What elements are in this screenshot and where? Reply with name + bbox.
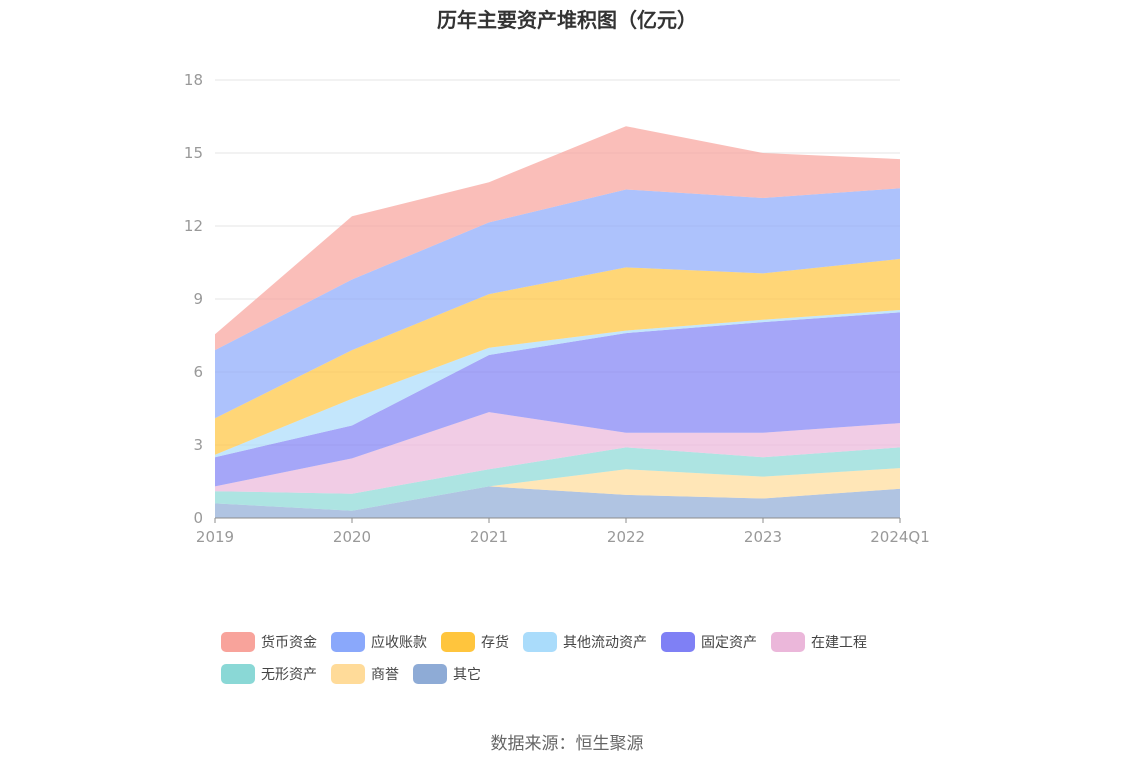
legend-label: 其它 [453, 667, 481, 683]
legend-swatch [413, 664, 447, 684]
area-其它 [215, 486, 900, 518]
area-存货 [215, 258, 900, 455]
legend-item[interactable]: 无形资产 [221, 664, 317, 684]
legend-label: 应收账款 [371, 635, 427, 651]
area-商誉 [215, 468, 900, 511]
area-固定资产 [215, 312, 900, 487]
legend: 货币资金 应收账款 存货 其他流动资产 固定资产 在建工程无形资产 商誉 其它 [221, 632, 941, 684]
x-tick-label: 2023 [744, 528, 782, 546]
legend-swatch [221, 664, 255, 684]
area-在建工程 [215, 412, 900, 494]
legend-label: 无形资产 [261, 667, 317, 683]
legend-item[interactable]: 应收账款 [331, 632, 427, 652]
legend-swatch [771, 632, 805, 652]
data-source: 数据来源：恒生聚源 [490, 734, 644, 754]
legend-item[interactable]: 固定资产 [661, 632, 757, 652]
legend-item[interactable]: 其它 [413, 664, 481, 684]
area-其他流动资产 [215, 310, 900, 458]
axes: 0 3 6 9 12 15 18 2019 2020 2021 2022 2023 2024Q1 [184, 71, 930, 546]
x-tick-label: 2021 [470, 528, 508, 546]
legend-swatch [523, 632, 557, 652]
area-series [215, 126, 900, 518]
area-无形资产 [215, 447, 900, 511]
x-tick-label: 2022 [607, 528, 645, 546]
y-tick-label: 9 [193, 290, 203, 308]
y-tick-label: 0 [193, 509, 203, 527]
y-tick-label: 18 [184, 71, 203, 89]
x-tick-label: 2024Q1 [870, 528, 930, 546]
chart-title: 历年主要资产堆积图（亿元） [437, 8, 697, 32]
area-货币资金 [215, 126, 900, 351]
legend-label: 存货 [481, 635, 509, 651]
legend-swatch [661, 632, 695, 652]
legend-item[interactable]: 货币资金 [221, 632, 317, 652]
legend-item[interactable]: 其他流动资产 [523, 632, 647, 652]
y-tick-label: 6 [193, 363, 203, 381]
y-tick-label: 3 [193, 436, 203, 454]
legend-label: 固定资产 [701, 635, 757, 651]
legend-swatch [331, 632, 365, 652]
legend-item[interactable]: 商誉 [331, 664, 399, 684]
y-tick-label: 12 [184, 217, 203, 235]
legend-swatch [441, 632, 475, 652]
legend-item[interactable]: 在建工程 [771, 632, 867, 652]
legend-row: 货币资金 应收账款 存货 其他流动资产 固定资产 在建工程无形资产 商誉 其它 [221, 632, 941, 684]
x-tick-label: 2020 [333, 528, 371, 546]
legend-label: 在建工程 [811, 635, 867, 651]
legend-label: 其他流动资产 [563, 635, 647, 651]
legend-label: 货币资金 [261, 635, 317, 651]
legend-swatch [331, 664, 365, 684]
legend-label: 商誉 [371, 667, 399, 683]
legend-swatch [221, 632, 255, 652]
legend-item[interactable]: 存货 [441, 632, 509, 652]
y-tick-label: 15 [184, 144, 203, 162]
area-应收账款 [215, 188, 900, 419]
x-tick-label: 2019 [196, 528, 234, 546]
